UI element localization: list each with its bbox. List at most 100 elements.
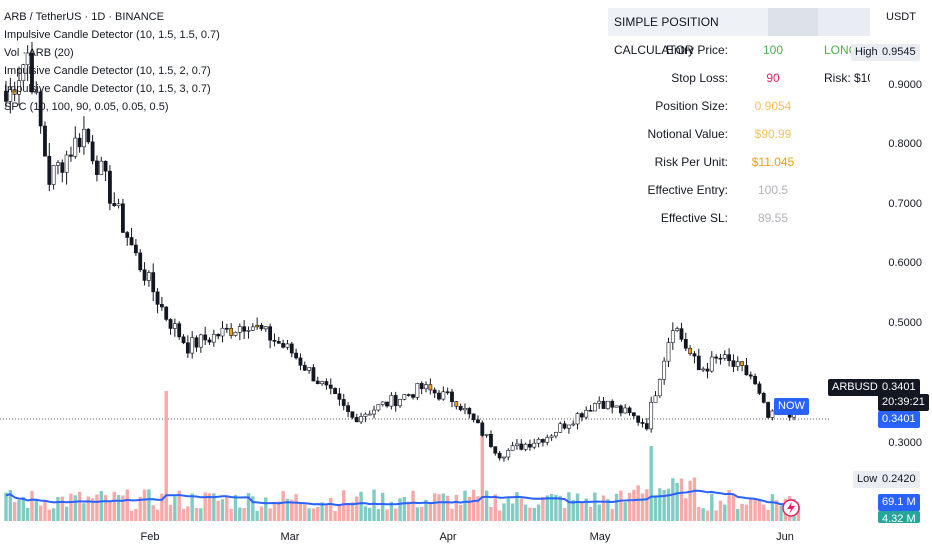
candle-body	[402, 394, 407, 400]
volume-bar	[549, 494, 554, 521]
candle	[480, 420, 485, 437]
candle-body	[285, 343, 290, 348]
candle	[744, 357, 749, 376]
candle	[73, 126, 78, 159]
candle	[740, 361, 745, 372]
candle	[579, 412, 584, 422]
volume-bar	[194, 508, 199, 521]
alert-icon[interactable]	[782, 499, 800, 517]
candle	[289, 341, 294, 358]
candle-body	[151, 272, 156, 293]
candle	[298, 353, 303, 371]
volume-bar	[658, 488, 662, 521]
volume-bar	[125, 489, 129, 521]
volume-ma-line	[5, 489, 799, 507]
calc-extra: LONG	[824, 43, 859, 57]
candle-body	[333, 388, 337, 395]
candle	[428, 378, 433, 395]
volume-bar	[493, 494, 497, 521]
candle-body	[757, 383, 762, 394]
candle	[597, 396, 602, 409]
indicator-legend-5[interactable]: SPC (10, 100, 90, 0.05, 0.05, 0.5)	[4, 101, 169, 113]
candle-body	[701, 368, 706, 371]
position-calculator-table: SIMPLE POSITION CALCULATOR Entry Price: 1…	[608, 8, 870, 232]
symbol-title[interactable]: ARB / TetherUS · 1D · BINANCE	[4, 11, 164, 23]
candle	[510, 441, 515, 451]
calc-extra	[818, 176, 870, 204]
candle	[151, 263, 156, 302]
volume-bar	[575, 493, 580, 521]
candle-body	[38, 91, 43, 127]
candle-body	[155, 291, 160, 305]
candle-body	[696, 355, 701, 371]
volume-bar	[744, 504, 749, 521]
candle	[523, 442, 528, 452]
candle	[337, 388, 342, 406]
candle	[272, 333, 277, 347]
candle-body	[545, 437, 550, 443]
candle	[302, 361, 307, 371]
candle	[255, 317, 260, 330]
volume-bar	[259, 506, 264, 521]
indicator-legend-4[interactable]: Impulsive Candle Detector (10, 1.5, 3, 0…	[4, 83, 211, 95]
indicator-legend-2[interactable]: Vol · ARB (20)	[4, 47, 74, 59]
volume-bar	[705, 510, 710, 521]
candle-body	[510, 445, 515, 451]
volume-bar	[701, 508, 705, 521]
volume-bar	[368, 507, 372, 521]
candle-body	[242, 326, 247, 332]
volume-bar	[303, 504, 307, 521]
volume-bar	[320, 502, 324, 521]
indicator-legend-1[interactable]: Impulsive Candle Detector (10, 1.5, 1.5,…	[4, 29, 220, 41]
candle	[185, 335, 190, 358]
candle	[129, 227, 134, 246]
candle	[735, 356, 740, 372]
volume-bar	[411, 490, 415, 521]
candle	[532, 438, 537, 450]
candle-body	[441, 391, 446, 400]
candle-body	[467, 408, 472, 415]
calc-extra	[818, 120, 870, 148]
candle-body	[376, 404, 381, 411]
volume-bar	[476, 496, 480, 521]
impulse-candle-body	[255, 324, 260, 328]
candle	[575, 412, 580, 430]
volume-bar	[684, 498, 688, 521]
impulse-candle-body	[688, 347, 693, 354]
volume-bar	[593, 492, 597, 521]
volume-bar	[406, 501, 411, 521]
price-tick: 0.6000	[888, 257, 922, 269]
candle-body	[337, 393, 342, 400]
currency-label[interactable]: USDT	[886, 11, 916, 23]
candle-body	[497, 452, 502, 459]
price-tick: 0.8000	[888, 138, 922, 150]
volume-bar	[567, 492, 571, 521]
indicator-legend-3[interactable]: Impulsive Candle Detector (10, 1.5, 2, 0…	[4, 65, 211, 77]
candle-body	[77, 137, 82, 148]
volume-bar	[272, 504, 277, 521]
candle	[43, 121, 47, 157]
candle-body	[168, 319, 173, 329]
candle-body	[389, 395, 394, 407]
volume-bar	[601, 495, 606, 521]
volume-bar	[632, 489, 636, 521]
volume-bar	[99, 491, 103, 521]
volume-bar	[389, 501, 394, 521]
candle-body	[233, 331, 238, 336]
calculator-header-cell	[768, 8, 818, 36]
volume-bar	[212, 493, 216, 521]
volume-bar	[116, 495, 121, 521]
calculator-title: SIMPLE POSITION CALCULATOR	[608, 8, 768, 57]
candle	[159, 296, 164, 311]
volume-bar	[636, 485, 640, 521]
volume-bar	[69, 493, 73, 521]
volume-bar	[372, 489, 376, 521]
candle	[181, 334, 186, 345]
candle-body	[17, 80, 21, 95]
volume-bar	[779, 505, 783, 521]
candle	[471, 413, 476, 423]
candle	[545, 434, 550, 446]
candle	[233, 331, 238, 337]
candle-body	[21, 64, 26, 82]
